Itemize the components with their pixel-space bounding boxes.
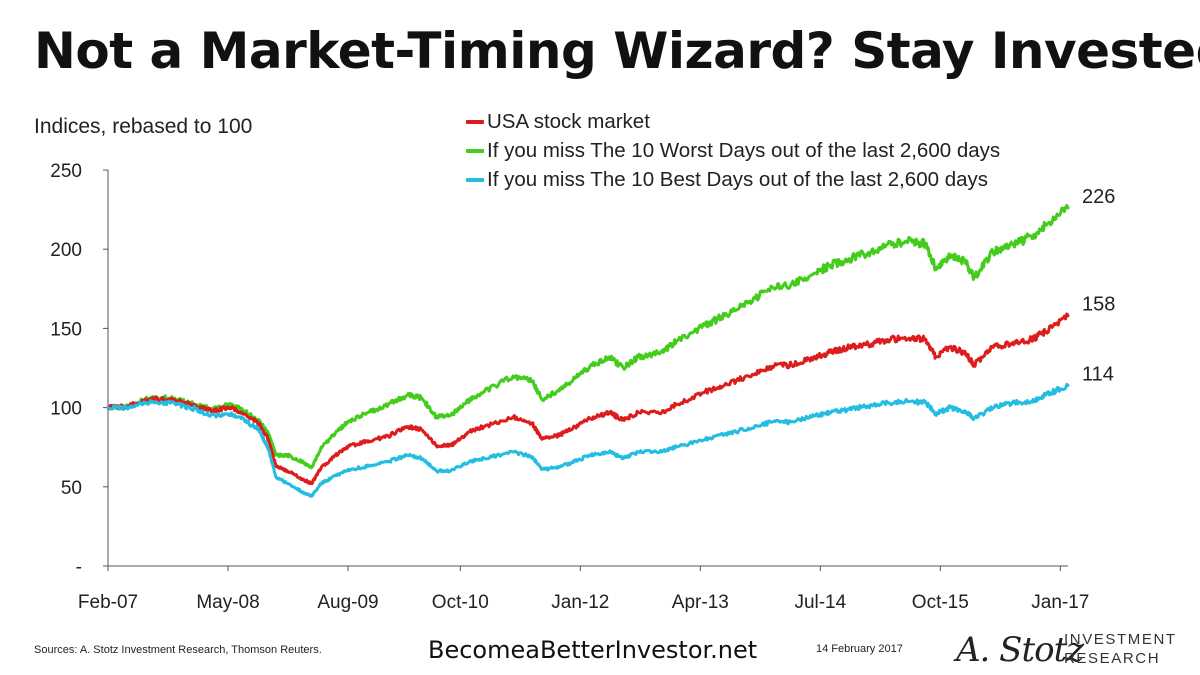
y-tick-label: 150 <box>50 319 82 340</box>
series-line-usa <box>106 312 1070 486</box>
x-tick-label: Aug-09 <box>317 592 378 613</box>
x-tick-label: May-08 <box>196 592 259 613</box>
legend-label-usa: USA stock market <box>487 109 650 133</box>
logo-line-2: RESEARCH <box>1064 650 1161 667</box>
y-tick-label: 250 <box>50 161 82 182</box>
chart-title: Not a Market-Timing Wizard? Stay Investe… <box>34 22 1200 80</box>
x-tick-label: Jan-17 <box>1031 592 1089 613</box>
legend-label-miss-worst: If you miss The 10 Worst Days out of the… <box>487 138 1001 162</box>
footer-website[interactable]: BecomeaBetterInvestor.net <box>428 636 758 664</box>
legend: USA stock market If you miss The 10 Wors… <box>466 107 1000 194</box>
end-label-miss-worst: 226 <box>1082 186 1115 208</box>
x-tick-label: Jul-14 <box>794 592 846 613</box>
y-tick-label: 100 <box>50 399 82 420</box>
series-line-miss-worst <box>106 204 1070 470</box>
x-tick-label: Feb-07 <box>78 592 138 613</box>
legend-label-miss-best: If you miss The 10 Best Days out of the … <box>487 167 988 191</box>
legend-swatch-miss-best <box>466 177 484 182</box>
x-tick-label: Oct-15 <box>912 592 969 613</box>
stotz-logo: A. Stotz INVESTMENT RESEARCH <box>948 626 1178 670</box>
legend-item-miss-best: If you miss The 10 Best Days out of the … <box>466 165 1000 194</box>
logo-line-1: INVESTMENT <box>1064 631 1177 648</box>
end-label-miss-best: 114 <box>1082 363 1114 385</box>
x-tick-label: Jan-12 <box>551 592 609 613</box>
series-line-miss-best <box>106 382 1070 498</box>
y-tick-label: 200 <box>50 240 82 261</box>
legend-swatch-miss-worst <box>466 148 484 153</box>
end-label-usa: 158 <box>1082 294 1115 316</box>
y-tick-label: - <box>76 557 82 578</box>
footer-sources: Sources: A. Stotz Investment Research, T… <box>34 644 322 656</box>
legend-item-miss-worst: If you miss The 10 Worst Days out of the… <box>466 136 1000 165</box>
logo-script-text: A. Stotz <box>956 630 1084 670</box>
x-tick-label: Oct-10 <box>432 592 489 613</box>
y-axis-label: Indices, rebased to 100 <box>34 115 253 138</box>
footer-date: 14 February 2017 <box>816 643 903 655</box>
legend-item-usa: USA stock market <box>466 107 1000 136</box>
legend-swatch-usa <box>466 119 484 124</box>
x-tick-label: Apr-13 <box>672 592 729 613</box>
y-tick-label: 50 <box>61 478 82 499</box>
